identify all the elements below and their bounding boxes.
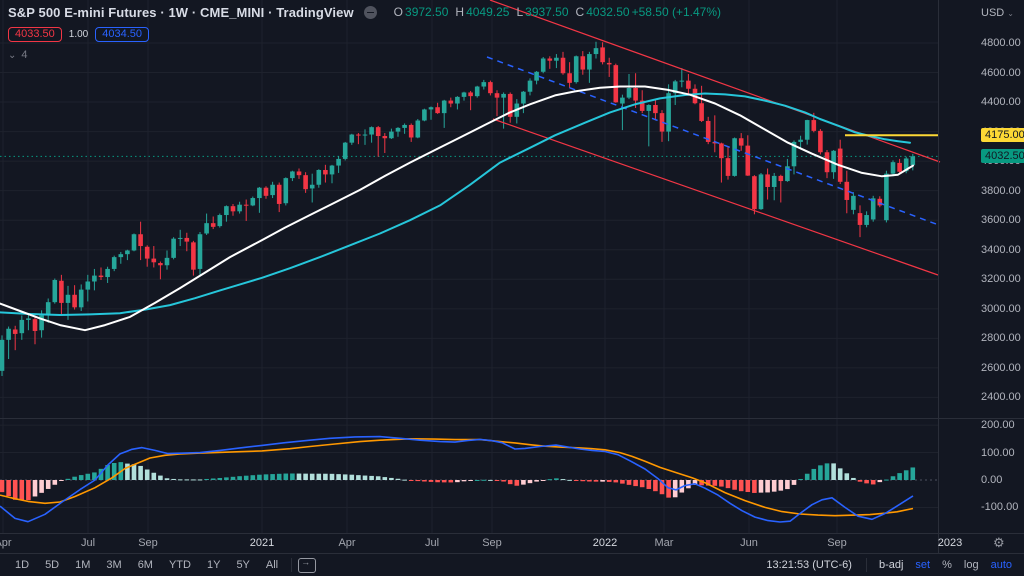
- open-label: O: [393, 5, 404, 19]
- clock: 13:21:53 (UTC-6): [766, 559, 852, 571]
- time-axis-label: Jul: [80, 537, 96, 549]
- price-axis-label: 4400.00: [981, 96, 1021, 109]
- time-axis-label: Apr: [0, 537, 12, 549]
- range-button-6m[interactable]: 6M: [137, 559, 153, 571]
- macd-histogram: [0, 462, 916, 501]
- percent-scale-toggle[interactable]: %: [942, 559, 952, 571]
- low-label: L: [516, 5, 524, 19]
- time-axis-label: Sep: [482, 537, 502, 549]
- close-value: 4032.50: [586, 5, 630, 19]
- blue-dashed-trendline: [486, 56, 937, 225]
- gear-icon[interactable]: ⚙: [993, 535, 1005, 550]
- symbol-title[interactable]: S&P 500 E-mini Futures · 1W · CME_MINI ·…: [8, 4, 354, 20]
- indicators-count: 4: [21, 49, 28, 61]
- spread-value: 1.00: [68, 29, 89, 40]
- range-button-ytd[interactable]: YTD: [168, 559, 191, 571]
- range-button-5y[interactable]: 5Y: [236, 559, 250, 571]
- currency-selector[interactable]: USD ⌄: [981, 7, 1014, 19]
- macd-line: [0, 435, 914, 523]
- buy-sell-widget: 4033.50 1.00 4034.50: [8, 27, 721, 42]
- high-value: 4049.25: [466, 5, 510, 19]
- time-axis-label: Jun: [740, 537, 758, 549]
- sell-button[interactable]: 4033.50: [8, 27, 62, 42]
- low-value: 3937.50: [525, 5, 569, 19]
- slow-ma-line: [0, 92, 911, 316]
- macd-axis-label: 100.00: [981, 446, 1015, 459]
- range-button-all[interactable]: All: [265, 559, 279, 571]
- gridlines: [0, 0, 938, 533]
- fast-ma-line: [0, 85, 914, 332]
- macd-signal-line: [0, 437, 914, 517]
- price-axis-label: 2800.00: [981, 332, 1021, 345]
- price-axis-label: 3200.00: [981, 273, 1021, 286]
- close-label: C: [575, 5, 585, 19]
- indicators-toggle[interactable]: ⌄ 4: [8, 49, 721, 61]
- log-scale-toggle[interactable]: log: [963, 559, 979, 571]
- yellow-price-tag: 4175.00: [981, 128, 1024, 143]
- price-axis-label: 3000.00: [981, 302, 1021, 315]
- price-axis-label: 2400.00: [981, 391, 1021, 404]
- price-axis-label: 2600.00: [981, 361, 1021, 374]
- price-axis-label: 4600.00: [981, 66, 1021, 79]
- back-adjust-toggle[interactable]: b-adj: [878, 559, 904, 571]
- time-axis-label: 2022: [592, 537, 618, 549]
- time-axis-label: Apr: [338, 537, 356, 549]
- time-axis-label: 2021: [249, 537, 275, 549]
- macd-axis-label: 0.00: [981, 474, 1003, 486]
- go-to-date-icon[interactable]: [298, 557, 317, 573]
- time-axis-label: 2023: [937, 537, 963, 549]
- price-axis-label: 3600.00: [981, 214, 1021, 227]
- channel-lower-line: [492, 118, 939, 276]
- buy-button[interactable]: 4034.50: [95, 27, 149, 42]
- settlement-toggle[interactable]: set: [915, 559, 931, 571]
- divider: [291, 558, 293, 572]
- open-value: 3972.50: [405, 5, 449, 19]
- price-axis-label: 3400.00: [981, 243, 1021, 256]
- time-axis-label: Jul: [424, 537, 440, 549]
- range-button-1d[interactable]: 1D: [15, 559, 30, 571]
- time-axis-label: Mar: [654, 537, 674, 549]
- bottom-toolbar: 1D 5D 1M 3M 6M YTD 1Y 5Y All 13:21:53 (UTC-6) b-…: [0, 553, 1024, 576]
- range-button-3m[interactable]: 3M: [106, 559, 122, 571]
- macd-axis-label: 200.00: [981, 419, 1015, 432]
- time-axis-label: Sep: [138, 537, 158, 549]
- chart-legend: S&P 500 E-mini Futures · 1W · CME_MINI ·…: [8, 3, 721, 61]
- divider: [865, 558, 867, 572]
- price-axis-label: 3800.00: [981, 184, 1021, 197]
- ohlc-values: O 3972.50 H 4049.25 L 3937.50 C 4032.50 …: [387, 5, 721, 19]
- time-axis-label: Sep: [827, 537, 847, 549]
- range-button-1y[interactable]: 1Y: [206, 559, 221, 571]
- high-label: H: [455, 5, 465, 19]
- candles: [0, 41, 916, 377]
- auto-scale-toggle[interactable]: auto: [990, 559, 1012, 571]
- date-range-buttons: 1D 5D 1M 3M 6M YTD 1Y 5Y All: [8, 557, 285, 573]
- macd-axis-label: -100.00: [981, 501, 1019, 514]
- chevron-down-icon: ⌄: [8, 49, 17, 61]
- price-axis-label: 4800.00: [981, 36, 1021, 49]
- change-value: +58.50 (+1.47%): [631, 5, 722, 19]
- hide-symbol-icon[interactable]: [363, 5, 377, 19]
- chevron-down-icon: ⌄: [1007, 9, 1014, 18]
- range-button-5d[interactable]: 5D: [45, 559, 60, 571]
- last-price-tag: 4032.50: [981, 149, 1024, 164]
- range-button-1m[interactable]: 1M: [75, 559, 91, 571]
